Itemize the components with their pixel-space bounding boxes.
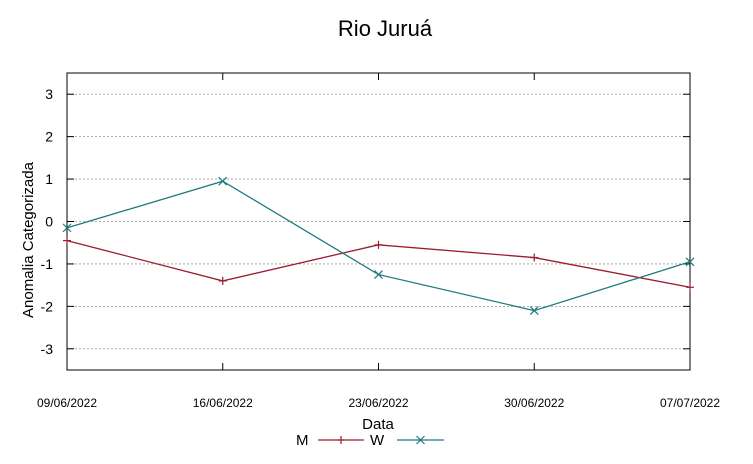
legend-label: W [370, 432, 385, 449]
data-point [530, 253, 539, 262]
axes: -3 -2 -1 0 1 2 3 09/06/2022 16/06/2022 23/06/2022… [37, 72, 720, 410]
marker-x-b [218, 176, 228, 186]
data-point [63, 236, 71, 245]
x-tick-label: 09/06/2022 [37, 396, 97, 410]
data-point [218, 176, 228, 186]
x-tick-label: 30/06/2022 [504, 396, 564, 410]
series-group [62, 176, 695, 316]
legend-item-m: M [296, 432, 364, 449]
x-tick-label: 07/07/2022 [660, 396, 720, 410]
data-point [62, 223, 72, 233]
marker-x-b [685, 257, 695, 267]
marker-x-b [529, 306, 539, 316]
y-axis-label: Anomalia Categorizada [20, 161, 37, 318]
series-w [62, 176, 695, 316]
y-tick-label: -1 [41, 256, 54, 272]
marker-x-b [416, 435, 425, 445]
x-tick-label: 16/06/2022 [193, 396, 253, 410]
y-tick-label: 2 [45, 129, 53, 145]
data-point [374, 270, 383, 279]
data-point [374, 240, 383, 249]
data-point [218, 276, 227, 285]
grid [67, 93, 690, 350]
chart-title: Rio Juruá [338, 16, 433, 41]
data-point [686, 283, 694, 292]
marker-x-b [374, 270, 383, 279]
data-point [685, 257, 695, 267]
y-tick-label: -3 [41, 341, 54, 357]
x-tick-label: 23/06/2022 [348, 396, 408, 410]
data-point [529, 306, 539, 316]
x-axis-label: Data [362, 416, 394, 433]
y-tick-label: 3 [45, 86, 53, 102]
y-tick-label: 1 [45, 171, 53, 187]
y-tick-label: -2 [41, 298, 54, 314]
legend-item-w: W [370, 432, 444, 449]
y-tick-label: 0 [45, 214, 53, 230]
series-m [63, 236, 694, 292]
plot-frame [66, 72, 691, 371]
legend-label: M [296, 432, 309, 449]
marker-x-b [62, 223, 72, 233]
